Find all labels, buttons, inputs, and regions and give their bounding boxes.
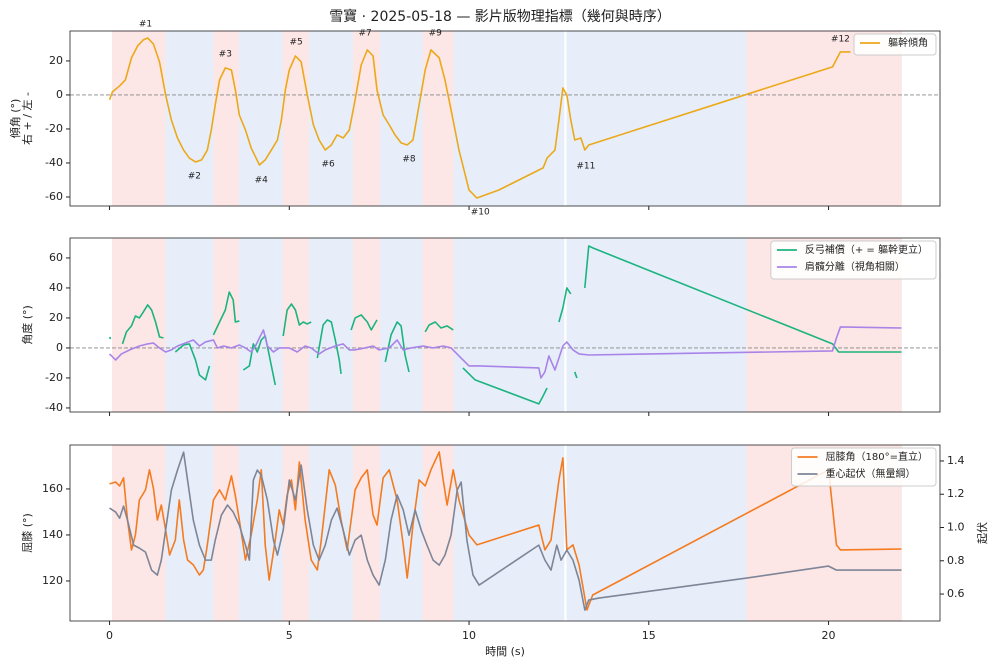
phase-band [238, 30, 284, 207]
phase-band [238, 237, 284, 413]
series-line [108, 245, 902, 405]
phase-band [282, 444, 310, 622]
phase-band [308, 30, 354, 207]
annotation: #6 [321, 159, 335, 169]
x-axis-label: 時間 (s) [485, 645, 525, 658]
annotation: #12 [831, 34, 850, 44]
y2-axis-label: 起伏 [975, 522, 989, 544]
y-tick-label: 60 [49, 251, 63, 264]
series-line [108, 326, 902, 379]
series-line [109, 451, 902, 611]
phase-band [453, 237, 565, 413]
phase-band [453, 30, 565, 207]
y2-tick-label: 0.6 [947, 587, 965, 600]
legend-label: 肩髖分離（視角相關） [805, 260, 905, 273]
phase-band [308, 444, 354, 622]
legend-box [791, 447, 937, 487]
y2-tick-label: 1.2 [947, 487, 965, 500]
y-tick-label: 160 [42, 482, 63, 495]
y-axis-label: 角度 (°) [20, 305, 34, 345]
phase-band [308, 237, 354, 413]
x-tick-label: 20 [822, 629, 836, 642]
phase-band [112, 30, 166, 207]
legend: 反弓補償（+ = 軀幹更立） 肩髖分離（視角相關） [770, 240, 937, 280]
x-tick-label: 10 [462, 629, 476, 642]
y-axis-label: 傾角 (°) [8, 99, 22, 139]
y-tick-label: -40 [45, 156, 63, 169]
x-tick-label: 0 [106, 629, 113, 642]
y2-tick-label: 1.4 [947, 454, 965, 467]
y-tick-label: -60 [45, 190, 63, 203]
plot-frame [69, 237, 941, 413]
phase-band [213, 444, 240, 622]
phase-band [566, 237, 747, 413]
y-tick-label: 40 [49, 281, 63, 294]
legend: 屈膝角（180°=直立） 重心起伏（無量綱） [791, 447, 937, 487]
y-tick-label: 0 [56, 341, 63, 354]
annotation: #7 [359, 28, 372, 38]
y-tick-label: 0 [56, 88, 63, 101]
phase-band [379, 237, 424, 413]
legend-box [770, 240, 937, 280]
x-tick-label: 5 [286, 629, 293, 642]
legend-label: 軀幹傾角 [888, 36, 928, 49]
annotation: #1 [139, 19, 152, 29]
phase-band [165, 444, 215, 622]
phase-band [282, 237, 310, 413]
phase-band [165, 30, 215, 207]
annotation: #3 [219, 49, 232, 59]
annotation: #9 [429, 28, 443, 38]
phase-band [112, 237, 166, 413]
legend: 軀幹傾角 [853, 33, 937, 56]
legend-label: 反弓補償（+ = 軀幹更立） [805, 243, 928, 256]
y-tick-label: -40 [45, 401, 63, 414]
series-line [109, 451, 902, 611]
legend-label: 重心起伏（無量綱） [826, 467, 916, 480]
phase-band [112, 444, 166, 622]
y-axis-label: 右 + / 左 - [20, 92, 34, 145]
y-tick-label: -20 [45, 122, 63, 135]
annotation: #11 [576, 162, 595, 172]
annotation: #10 [471, 207, 490, 217]
legend-box [853, 33, 937, 56]
phase-band [422, 444, 455, 622]
y-tick-label: 20 [49, 311, 63, 324]
phase-band [453, 444, 565, 622]
y-tick-label: 120 [42, 574, 63, 587]
phase-band [746, 30, 902, 207]
annotation: #8 [402, 154, 416, 164]
y-tick-label: 140 [42, 528, 63, 541]
series-line [108, 37, 851, 199]
annotation: #2 [188, 171, 201, 181]
y2-tick-label: 0.8 [947, 554, 965, 567]
phase-band [352, 30, 381, 207]
phase-band [566, 30, 747, 207]
phase-band [379, 30, 424, 207]
y-tick-label: 20 [49, 54, 63, 67]
annotation: #4 [255, 175, 269, 185]
chart-title: 雪寶 · 2025-05-18 — 影片版物理指標（幾何與時序） [329, 9, 671, 25]
phase-band [282, 30, 310, 207]
x-tick-label: 15 [642, 629, 656, 642]
plot-frame [69, 30, 941, 207]
phase-band [352, 237, 381, 413]
y-tick-label: -20 [45, 371, 63, 384]
annotation: #5 [289, 37, 302, 47]
plot-frame [69, 444, 941, 622]
y2-tick-label: 1.0 [947, 521, 965, 534]
legend-label: 屈膝角（180°=直立） [826, 450, 928, 463]
y-axis-label: 屈膝 (°) [21, 513, 34, 553]
phase-band [165, 237, 215, 413]
